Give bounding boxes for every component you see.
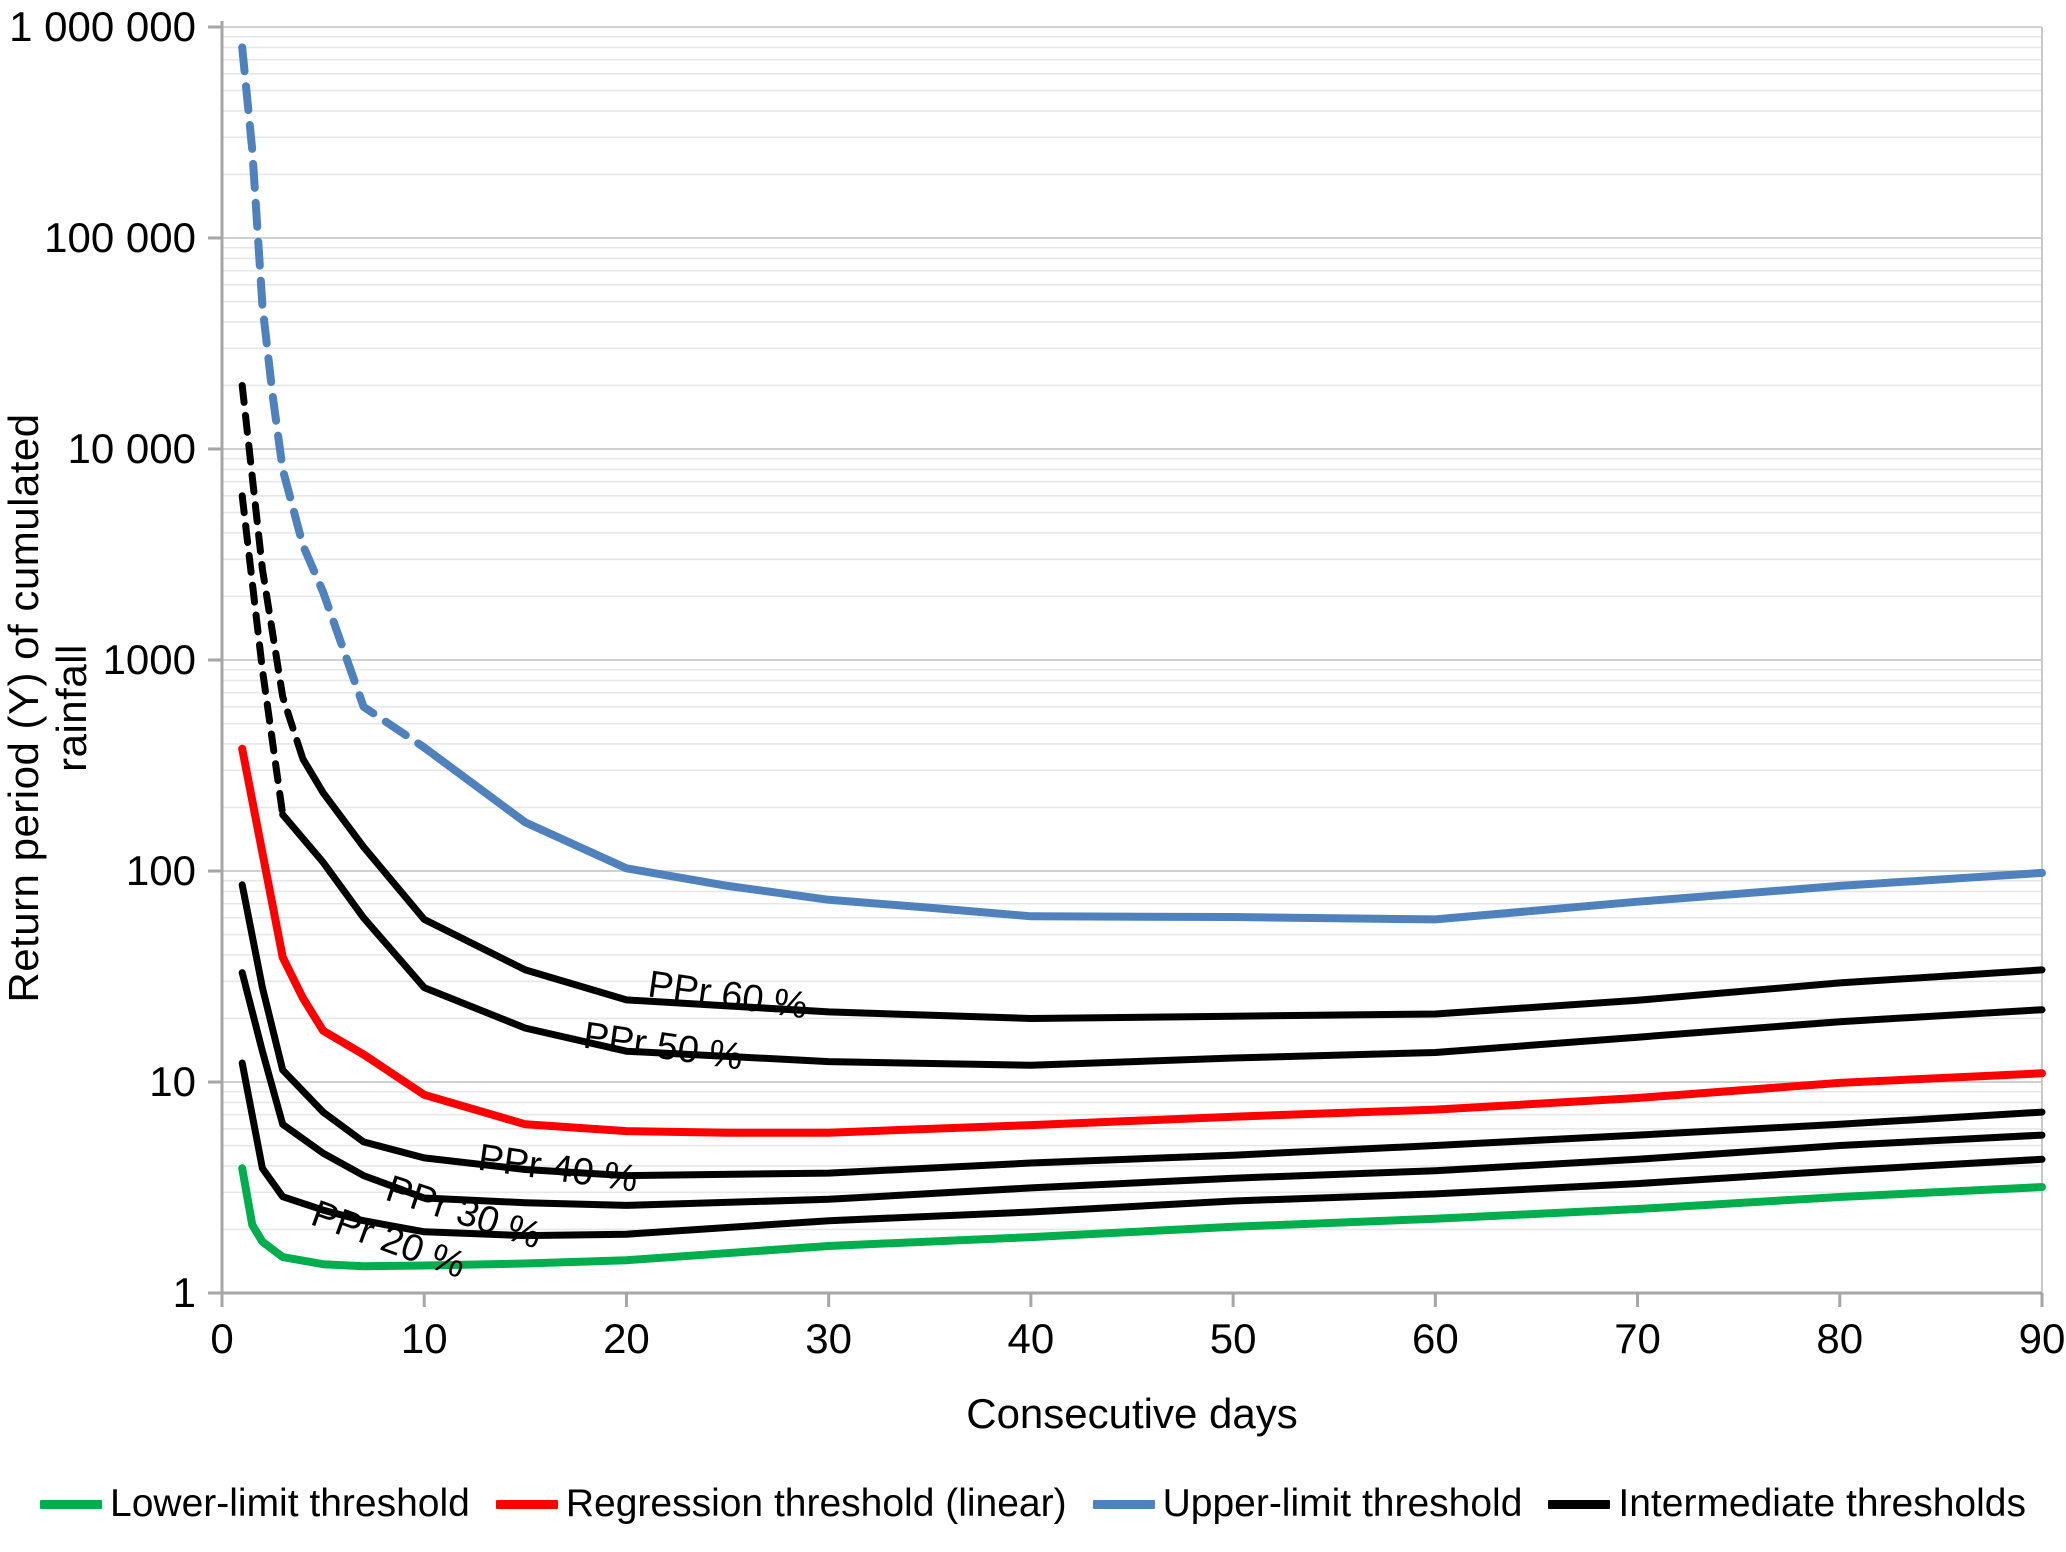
series-intermediate-threshold-ppr-50-dashed xyxy=(238,492,287,819)
y-tick-label: 100 000 xyxy=(44,214,196,261)
legend-swatch xyxy=(1092,1499,1155,1509)
x-tick-label: 20 xyxy=(603,1315,650,1362)
x-tick-label: 60 xyxy=(1412,1315,1459,1362)
x-axis-title: Consecutive days xyxy=(966,1390,1298,1437)
curve-label: PPr 50 % xyxy=(581,1015,746,1079)
legend-item[interactable]: Regression threshold (linear) xyxy=(495,1482,1067,1526)
legend-swatch xyxy=(40,1499,103,1509)
x-tick-label: 90 xyxy=(2019,1315,2066,1362)
series-upper-limit-threshold-dashed xyxy=(238,43,429,752)
legend-swatch xyxy=(1548,1499,1611,1509)
gridlines xyxy=(222,26,2042,1294)
legend-label: Intermediate thresholds xyxy=(1618,1482,2026,1525)
series-intermediate-threshold-ppr-30 xyxy=(238,969,2046,1209)
curve-label: PPr 40 % xyxy=(476,1137,641,1201)
legend-label: Upper-limit threshold xyxy=(1162,1482,1523,1525)
x-tick-label: 50 xyxy=(1210,1315,1257,1362)
legend-item[interactable]: Lower-limit threshold xyxy=(40,1482,470,1526)
x-tick-label: 10 xyxy=(401,1315,448,1362)
x-tick-label: 40 xyxy=(1008,1315,1055,1362)
legend-label: Regression threshold (linear) xyxy=(565,1482,1067,1525)
chart-legend: Lower-limit threshold Regression threshol… xyxy=(0,1482,2066,1526)
y-tick-label: 1 xyxy=(173,1269,196,1316)
x-tick-label: 80 xyxy=(1816,1315,1863,1362)
legend-item[interactable]: Upper-limit threshold xyxy=(1092,1482,1523,1526)
y-axis: 1 10 100 1000 10 000 100 000 1 000 000 xyxy=(9,3,222,1316)
legend-label: Lower-limit threshold xyxy=(110,1482,470,1525)
x-tick-label: 70 xyxy=(1614,1315,1661,1362)
series-intermediate-threshold-ppr-40 xyxy=(238,881,2046,1180)
y-tick-label: 10 000 xyxy=(68,425,196,472)
series-intermediate-threshold-ppr-60-solid xyxy=(299,755,2046,1022)
series-intermediate-threshold-ppr-20 xyxy=(238,1059,2046,1240)
y-tick-label: 100 xyxy=(126,847,196,894)
series-intermediate-threshold-ppr-50-solid xyxy=(279,811,2046,1069)
x-tick-label: 30 xyxy=(805,1315,852,1362)
legend-swatch xyxy=(495,1499,558,1509)
series-group xyxy=(238,43,2046,1271)
series-lower-limit-threshold xyxy=(238,1164,2046,1271)
series-upper-limit-threshold-solid xyxy=(420,743,2046,924)
legend-item[interactable]: Intermediate thresholds xyxy=(1548,1482,2026,1526)
x-axis: 0 10 20 30 40 50 60 70 80 90 xyxy=(210,1293,2065,1362)
series-regression-threshold-linear xyxy=(238,744,2046,1137)
y-tick-label: 1 000 000 xyxy=(9,3,196,50)
x-tick-label: 0 xyxy=(210,1315,233,1362)
y-axis-title: Return period (Y) of cumulated rainfall xyxy=(0,413,95,1003)
series-intermediate-threshold-ppr-60-dashed xyxy=(238,382,307,763)
y-tick-label: 1000 xyxy=(103,636,196,683)
y-tick-label: 10 xyxy=(149,1058,196,1105)
